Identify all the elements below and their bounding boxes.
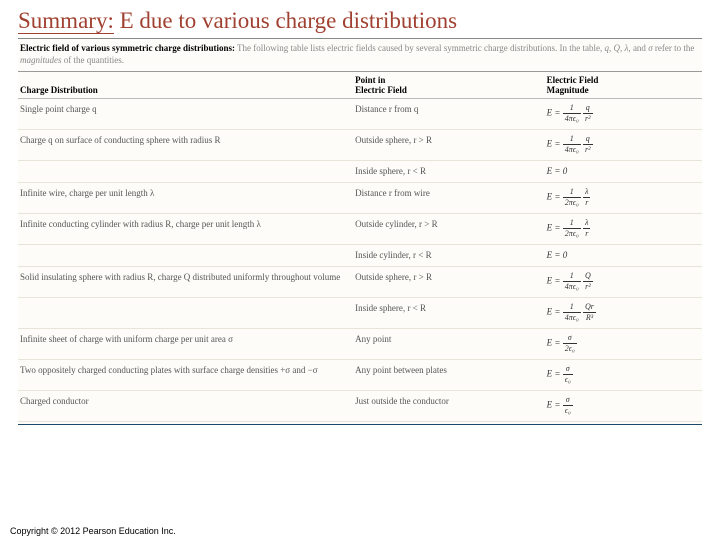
cell-distribution: Solid insulating sphere with radius R, c… xyxy=(18,267,353,298)
cell-point: Inside sphere, r < R xyxy=(353,298,545,329)
cell-formula: E = σ2ϵ₀ xyxy=(545,329,702,360)
cell-distribution: Charged conductor xyxy=(18,391,353,422)
title-prefix: Summary: xyxy=(18,8,114,33)
cell-point: Just outside the conductor xyxy=(353,391,545,422)
caption-end: refer to the xyxy=(653,43,695,53)
table-row: Inside cylinder, r < RE = 0 xyxy=(18,245,702,267)
table-row: Infinite conducting cylinder with radius… xyxy=(18,214,702,245)
table-row: Infinite sheet of charge with uniform ch… xyxy=(18,329,702,360)
header-point: Point inElectric Field xyxy=(353,72,545,99)
header-dist: Charge Distribution xyxy=(18,72,353,99)
caption-ital: magnitudes xyxy=(20,55,62,65)
header-mag: Electric FieldMagnitude xyxy=(545,72,702,99)
cell-point: Outside sphere, r > R xyxy=(353,267,545,298)
caption-bold: Electric field of various symmetric char… xyxy=(20,43,235,53)
caption-text-1: The following table lists electric field… xyxy=(235,43,605,53)
cell-distribution: Infinite wire, charge per unit length λ xyxy=(18,183,353,214)
table-row: Inside sphere, r < RE = 0 xyxy=(18,161,702,183)
cell-distribution: Two oppositely charged conducting plates… xyxy=(18,360,353,391)
cell-formula: E = 14πϵ₀ QrR³ xyxy=(545,298,702,329)
cell-point: Outside sphere, r > R xyxy=(353,130,545,161)
cell-point: Outside cylinder, r > R xyxy=(353,214,545,245)
table-row: Two oppositely charged conducting plates… xyxy=(18,360,702,391)
table-row: Solid insulating sphere with radius R, c… xyxy=(18,267,702,298)
table-row: Infinite wire, charge per unit length λD… xyxy=(18,183,702,214)
cell-distribution: Infinite sheet of charge with uniform ch… xyxy=(18,329,353,360)
cell-distribution xyxy=(18,245,353,267)
cell-point: Any point xyxy=(353,329,545,360)
cell-distribution: Infinite conducting cylinder with radius… xyxy=(18,214,353,245)
cell-formula: E = σϵ₀ xyxy=(545,360,702,391)
table-row: Charged conductorJust outside the conduc… xyxy=(18,391,702,422)
cell-formula: E = 14πϵ₀ qr² xyxy=(545,99,702,130)
cell-formula: E = 12πϵ₀ λr xyxy=(545,183,702,214)
table-header-row: Charge Distribution Point inElectric Fie… xyxy=(18,72,702,99)
table-row: Single point charge qDistance r from qE … xyxy=(18,99,702,130)
cell-distribution xyxy=(18,161,353,183)
table-row: Charge q on surface of conducting sphere… xyxy=(18,130,702,161)
cell-distribution xyxy=(18,298,353,329)
figure-caption: Electric field of various symmetric char… xyxy=(18,39,702,71)
cell-formula: E = 14πϵ₀ Qr² xyxy=(545,267,702,298)
cell-formula: E = 0 xyxy=(545,161,702,183)
cell-point: Distance r from wire xyxy=(353,183,545,214)
slide-title: Summary: E due to various charge distrib… xyxy=(0,0,720,38)
figure-box: Electric field of various symmetric char… xyxy=(18,38,702,425)
table-row: Inside sphere, r < RE = 14πϵ₀ QrR³ xyxy=(18,298,702,329)
cell-formula: E = 0 xyxy=(545,245,702,267)
cell-point: Inside cylinder, r < R xyxy=(353,245,545,267)
cell-distribution: Charge q on surface of conducting sphere… xyxy=(18,130,353,161)
cell-point: Inside sphere, r < R xyxy=(353,161,545,183)
cell-formula: E = σϵ₀ xyxy=(545,391,702,422)
cell-point: Distance r from q xyxy=(353,99,545,130)
caption-vars: q, Q, λ, xyxy=(605,43,631,53)
cell-formula: E = 12πϵ₀ λr xyxy=(545,214,702,245)
cell-formula: E = 14πϵ₀ qr² xyxy=(545,130,702,161)
cell-point: Any point between plates xyxy=(353,360,545,391)
caption-mid: and xyxy=(631,43,649,53)
figure-rule xyxy=(18,424,702,425)
title-rest: E due to various charge distributions xyxy=(114,8,457,33)
copyright-text: Copyright © 2012 Pearson Education Inc. xyxy=(10,526,176,536)
cell-distribution: Single point charge q xyxy=(18,99,353,130)
caption-final: of the quantities. xyxy=(62,55,125,65)
efield-table: Charge Distribution Point inElectric Fie… xyxy=(18,71,702,422)
